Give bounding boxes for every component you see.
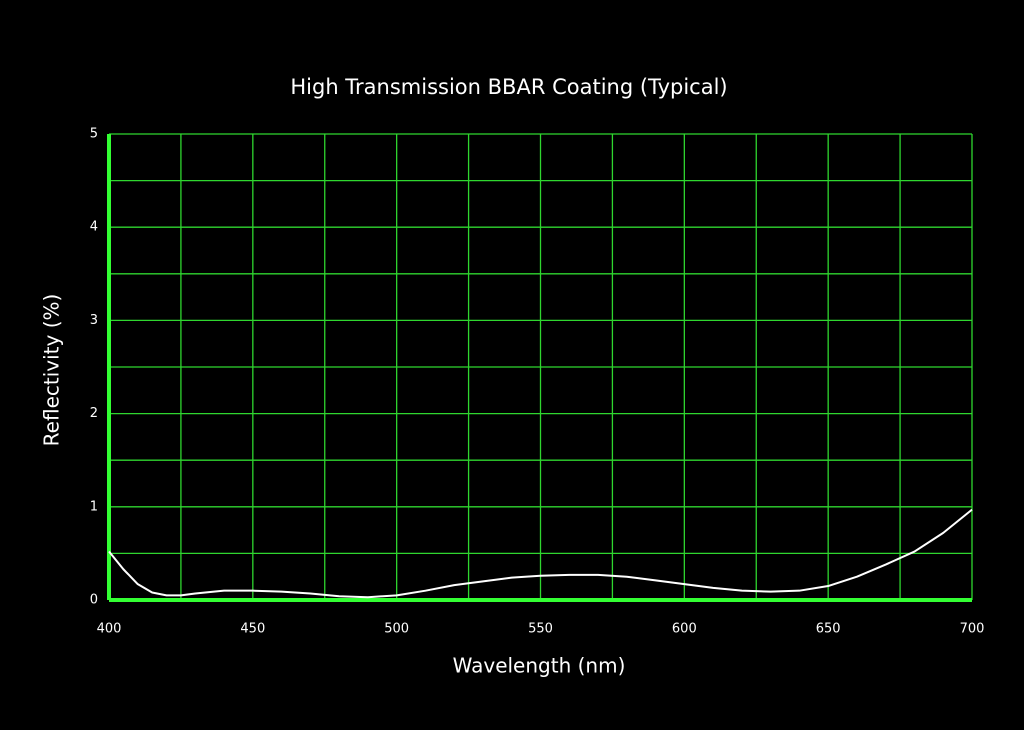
x-tick-label: 700 <box>960 622 985 637</box>
x-axis-label: Wavelength (nm) <box>453 654 626 678</box>
data-line <box>108 508 973 599</box>
y-tick-label: 4 <box>90 220 98 235</box>
y-tick-label: 3 <box>90 313 98 328</box>
y-tick-label: 2 <box>90 406 98 421</box>
x-tick-label: 550 <box>528 622 553 637</box>
y-tick-label: 5 <box>90 127 98 142</box>
x-tick-label: 500 <box>384 622 409 637</box>
x-tick-label: 650 <box>816 622 841 637</box>
y-tick-label: 0 <box>90 593 98 608</box>
x-tick-label: 600 <box>672 622 697 637</box>
chart-title: High Transmission BBAR Coating (Typical) <box>290 75 727 99</box>
x-tick-label: 450 <box>240 622 265 637</box>
y-tick-label: 1 <box>90 499 98 514</box>
x-tick-label: 400 <box>97 622 122 637</box>
y-axis-label: Reflectivity (%) <box>40 294 64 447</box>
